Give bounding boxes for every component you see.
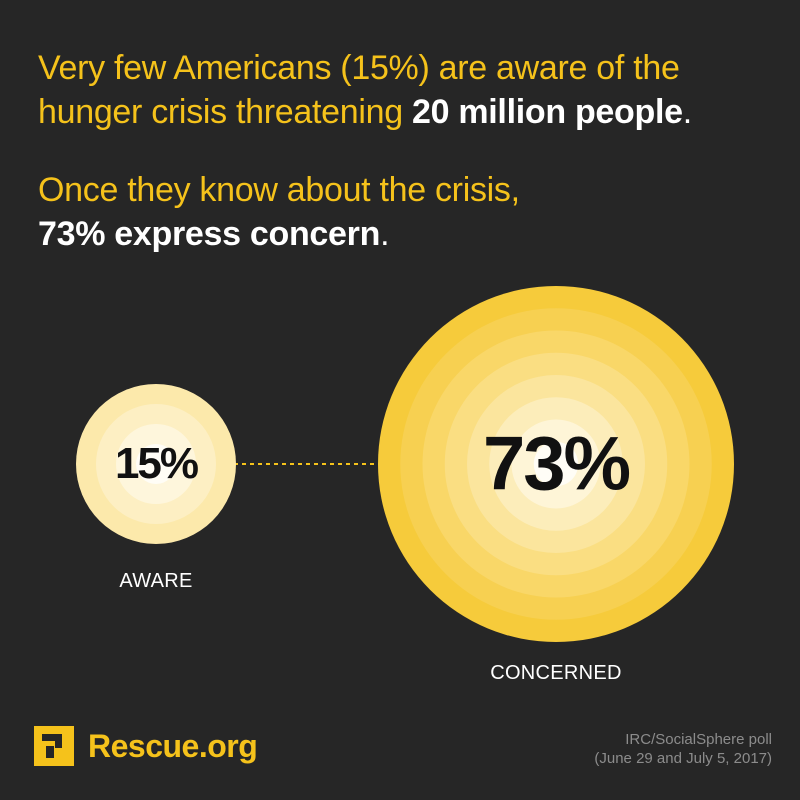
- brand-logo[interactable]: Rescue.org: [34, 726, 258, 766]
- headline-awareness: Very few Americans (15%) are aware of th…: [38, 46, 778, 134]
- label-aware: AWARE: [119, 570, 193, 592]
- headline-awareness-text: Very few Americans (15%) are aware of th…: [38, 49, 680, 131]
- headline-awareness-emphasis: 20 million people: [411, 93, 683, 131]
- label-concerned: CONCERNED: [490, 662, 622, 684]
- headline-concern-emphasis: 73% express concern: [38, 215, 381, 253]
- headline-awareness-period: .: [682, 93, 692, 131]
- irc-logo-icon: [34, 726, 74, 766]
- headline-concern-period: .: [380, 215, 390, 253]
- value-concerned: 73%: [482, 421, 631, 507]
- brand-name: Rescue.org: [88, 727, 258, 764]
- bubble-ring: [533, 441, 579, 487]
- value-aware: 15%: [114, 439, 199, 488]
- bubble-aware: [76, 384, 236, 544]
- source-line-1: IRC/SocialSphere poll: [625, 731, 772, 748]
- bubble-ring: [136, 444, 176, 484]
- source-line-2: (June 29 and July 5, 2017): [594, 750, 772, 767]
- headline-concern-text: Once they know about the crisis,: [38, 171, 520, 209]
- source-note: IRC/SocialSphere poll (June 29 and July …: [594, 730, 772, 768]
- bubble-concerned: [378, 286, 734, 642]
- headline-concern: Once they know about the crisis, 73% expr…: [38, 168, 778, 256]
